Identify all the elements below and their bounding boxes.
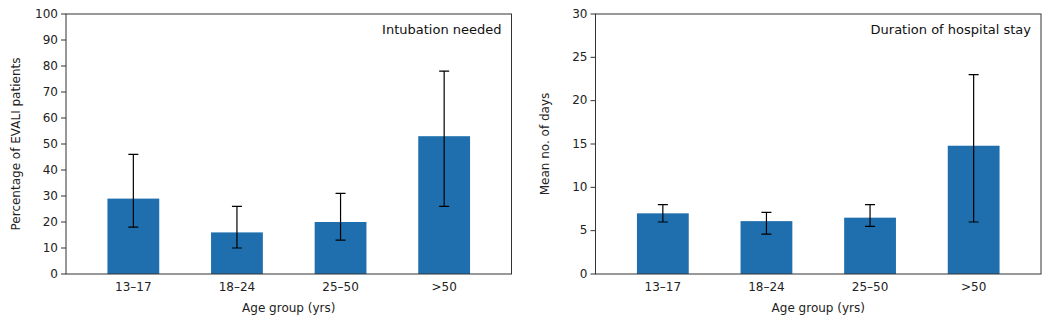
plot-frame bbox=[66, 14, 512, 274]
y-tick bbox=[61, 118, 66, 119]
error-bar bbox=[865, 205, 875, 227]
plot-background bbox=[66, 14, 512, 274]
y-tick-label: 10 bbox=[572, 180, 587, 194]
y-tick bbox=[61, 66, 66, 67]
x-tick-label: >50 bbox=[961, 280, 986, 294]
y-tick bbox=[591, 274, 596, 275]
title: Duration of hospital stay bbox=[871, 22, 1032, 37]
y-tick bbox=[591, 14, 596, 15]
y-tick-label: 100 bbox=[35, 7, 58, 21]
y-tick-label: 50 bbox=[43, 137, 58, 151]
y-tick-label: 15 bbox=[572, 137, 587, 151]
y-axis-label: Percentage of EVALI patients bbox=[9, 58, 23, 231]
y-tick-label: 80 bbox=[43, 59, 58, 73]
x-axis-label: Age group (yrs) bbox=[242, 301, 335, 315]
y-tick-label: 30 bbox=[43, 189, 58, 203]
x-tick-label: 25–50 bbox=[852, 280, 889, 294]
marks bbox=[637, 75, 1000, 274]
y-tick-label: 5 bbox=[580, 223, 588, 237]
y-tick-label: 0 bbox=[580, 267, 588, 281]
y-tick bbox=[61, 40, 66, 41]
plot-background bbox=[596, 14, 1042, 274]
y-tick-label: 40 bbox=[43, 163, 58, 177]
figure: 010203040506070809010013–1718–2425–50>50… bbox=[0, 0, 1059, 324]
error-bar bbox=[128, 154, 138, 227]
y-tick bbox=[61, 14, 66, 15]
plot-frame bbox=[596, 14, 1042, 274]
x-tick-label: 25–50 bbox=[322, 280, 359, 294]
error-bar bbox=[232, 206, 242, 248]
y-tick bbox=[591, 144, 596, 145]
error-bar bbox=[336, 193, 346, 240]
y-tick-label: 20 bbox=[43, 215, 58, 229]
y-tick-label: 0 bbox=[50, 267, 58, 281]
y-tick-label: 20 bbox=[572, 93, 587, 107]
y-tick-label: 60 bbox=[43, 111, 58, 125]
y-tick bbox=[61, 222, 66, 223]
marks bbox=[107, 71, 470, 274]
y-axis-label: Mean no. of days bbox=[538, 93, 552, 196]
x-axis-label: Age group (yrs) bbox=[772, 301, 865, 315]
y-tick bbox=[591, 230, 596, 231]
title: Intubation needed bbox=[382, 22, 501, 37]
y-tick bbox=[61, 144, 66, 145]
y-tick-label: 25 bbox=[572, 50, 587, 64]
x-tick-label: 13–17 bbox=[115, 280, 152, 294]
y-tick bbox=[61, 274, 66, 275]
y-tick bbox=[591, 100, 596, 101]
y-tick bbox=[61, 92, 66, 93]
x-tick-label: >50 bbox=[431, 280, 456, 294]
x-tick-label: 18–24 bbox=[748, 280, 785, 294]
panel: 0 5 10 15 20 25 30 13–17 18–24 25–50 >50 Duration o… bbox=[538, 7, 1041, 316]
error-bar bbox=[761, 212, 771, 234]
y-tick bbox=[61, 248, 66, 249]
y-tick-label: 90 bbox=[43, 33, 58, 47]
y-tick-label: 70 bbox=[43, 85, 58, 99]
y-tick bbox=[61, 170, 66, 171]
error-bar bbox=[439, 71, 449, 206]
y-tick bbox=[591, 187, 596, 188]
panel: 0 10 20 30 40 50 60 70 80 90 100 13–17 18–24 25–50 >50… bbox=[9, 7, 512, 316]
x-tick-label: 18–24 bbox=[219, 280, 256, 294]
error-bar bbox=[969, 75, 979, 222]
y-tick-label: 30 bbox=[572, 7, 587, 21]
y-tick bbox=[591, 57, 596, 58]
x-tick-label: 13–17 bbox=[645, 280, 682, 294]
error-bar bbox=[658, 205, 668, 222]
y-tick bbox=[61, 196, 66, 197]
y-tick-label: 10 bbox=[43, 241, 58, 255]
